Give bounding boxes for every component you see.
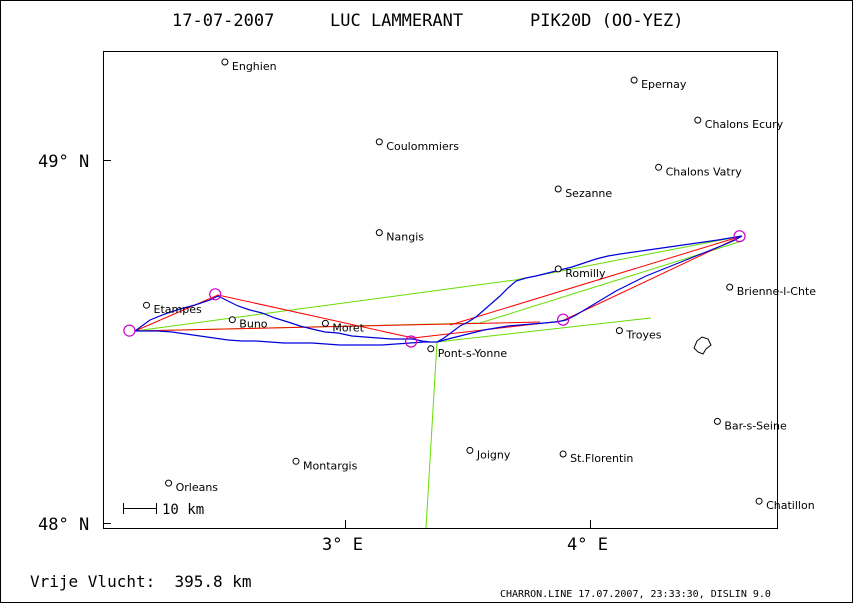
plot-frame — [103, 51, 778, 529]
town-marker-chalons-vatry — [655, 163, 663, 171]
town-marker-romilly — [554, 265, 562, 273]
turnpoints — [123, 230, 746, 348]
turnpoint-marker — [209, 288, 222, 301]
town-marker-chatillon — [755, 497, 763, 505]
town-marker-chalons-ecury — [694, 116, 702, 124]
town-label-orleans: Orleans — [176, 481, 219, 494]
town-marker-moret — [321, 319, 329, 327]
town-marker-enghien — [221, 58, 229, 66]
town-marker-montargis — [292, 457, 300, 465]
town-marker-nangis — [375, 229, 383, 237]
header-date: 17-07-2007 — [172, 11, 274, 31]
towns: Enghien Epernay Chalons Ecury Coulommiers Ch… — [143, 58, 817, 512]
x-label-4e: 4° E — [567, 535, 608, 555]
town-marker-st-florentin — [559, 450, 567, 458]
header-pilot: LUC LAMMERANT — [330, 11, 463, 31]
town-marker-troyes — [615, 327, 623, 335]
town-label-epernay: Epernay — [641, 78, 687, 91]
scale-bar-label: 10 km — [162, 502, 204, 518]
town-label-troyes: Troyes — [625, 329, 661, 342]
town-label-etampes: Etampes — [154, 303, 202, 316]
town-marker-epernay — [630, 76, 638, 84]
town-marker-pont-s-yonne — [427, 345, 435, 353]
y-label-48n: 48° N — [38, 515, 89, 535]
turnpoint-marker — [733, 230, 746, 243]
town-label-romilly: Romilly — [565, 267, 606, 280]
town-marker-etampes — [143, 301, 150, 309]
turnpoint-marker — [123, 324, 136, 337]
town-marker-orleans — [165, 479, 173, 487]
x-label-3e: 3° E — [322, 535, 363, 555]
town-marker-joigny — [466, 446, 474, 454]
axis-ticks — [103, 160, 591, 528]
town-marker-brienne-l-chte — [726, 283, 734, 291]
town-label-nangis: Nangis — [386, 231, 424, 244]
town-label-coulommiers: Coulommiers — [386, 140, 459, 153]
flight-track — [134, 235, 743, 346]
town-label-enghien: Enghien — [232, 60, 277, 73]
distance-label: Vrije Vlucht: 395.8 km — [30, 572, 252, 591]
turnpoint-marker — [556, 313, 570, 326]
town-label-chalons-ecury: Chalons Ecury — [705, 118, 784, 131]
turnpoint-marker — [405, 335, 418, 348]
town-label-montargis: Montargis — [303, 459, 358, 472]
town-label-pont-s-yonne: Pont-s-Yonne — [438, 347, 508, 360]
town-label-brienne-l-chte: Brienne-l-Chte — [737, 285, 817, 298]
town-label-sezanne: Sezanne — [565, 187, 612, 200]
credit-label: CHARRON.LINE 17.07.2007, 23:33:30, DISLI… — [500, 589, 771, 600]
town-label-joigny: Joigny — [476, 448, 511, 461]
town-label-moret: Moret — [332, 321, 364, 334]
town-label-buno: Buno — [239, 318, 267, 331]
y-label-49n: 49° N — [38, 152, 89, 172]
town-label-chalons-vatry: Chalons Vatry — [666, 165, 743, 178]
town-label-chatillon: Chatillon — [766, 499, 815, 512]
town-label-st-florentin: St.Florentin — [570, 452, 633, 465]
town-marker-bar-s-seine — [713, 417, 721, 425]
header-aircraft: PIK20D (OO-YEZ) — [530, 11, 684, 31]
scale-bar — [123, 503, 157, 514]
town-marker-buno — [228, 316, 236, 324]
town-label-bar-s-seine: Bar-s-Seine — [724, 419, 787, 432]
town-marker-sezanne — [554, 185, 562, 193]
lake-shape — [693, 336, 712, 355]
town-marker-coulommiers — [375, 138, 383, 146]
